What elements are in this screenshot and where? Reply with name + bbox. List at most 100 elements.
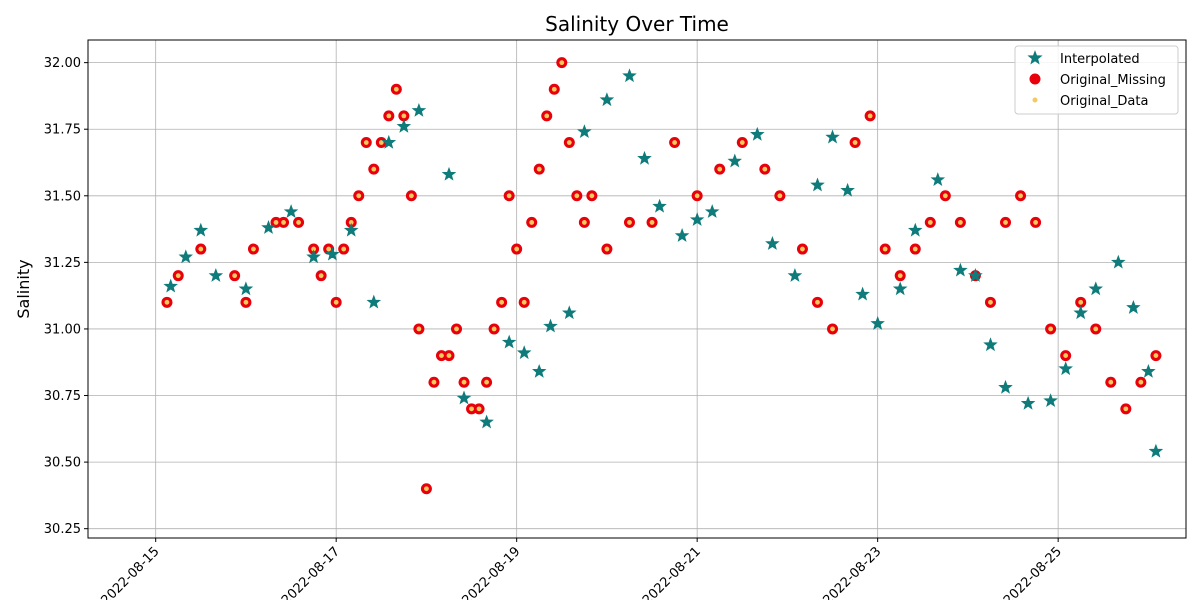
- original-data-point: [514, 246, 520, 252]
- interpolated-point: [840, 182, 855, 197]
- interpolated-point: [343, 222, 359, 237]
- original-data-point: [649, 220, 655, 225]
- y-tick-label: 31.75: [44, 123, 81, 138]
- interpolated-point: [1088, 281, 1104, 296]
- original-data-point: [363, 140, 369, 145]
- original-data-point: [251, 246, 256, 252]
- original-data-point: [506, 193, 512, 199]
- original-data-point: [232, 273, 238, 279]
- original-data-point: [1108, 379, 1114, 385]
- original-data-point: [544, 113, 550, 119]
- original-data-point: [912, 246, 918, 252]
- original-data-point: [499, 299, 505, 305]
- y-tick-label: 31.00: [44, 322, 81, 337]
- original-data-point: [408, 193, 414, 199]
- plot-area: [88, 40, 1186, 538]
- original-data-point: [491, 326, 497, 332]
- original-data-point: [393, 86, 399, 92]
- original-data-point: [694, 193, 700, 199]
- original-data-point: [717, 166, 723, 172]
- chart-title: Salinity Over Time: [545, 12, 729, 36]
- interpolated-point: [1126, 299, 1141, 314]
- y-tick-label: 30.25: [44, 522, 81, 537]
- interpolated-point: [870, 315, 885, 330]
- original-data-point: [386, 113, 392, 119]
- original-data-point: [762, 166, 768, 172]
- interpolated-point: [396, 118, 412, 133]
- interpolated-point: [193, 222, 209, 237]
- original-data-point: [333, 299, 339, 305]
- original-data-point: [672, 140, 678, 145]
- original-data-point: [446, 353, 452, 358]
- y-tick-label: 31.25: [44, 256, 81, 271]
- original-data-point: [341, 246, 347, 252]
- original-data-point: [198, 246, 204, 252]
- original-data-point: [867, 113, 873, 119]
- original-data-point: [469, 406, 474, 412]
- original-data-point: [521, 299, 527, 305]
- original-data-point: [348, 220, 354, 225]
- original-data-point: [454, 326, 459, 332]
- original-data-point: [777, 193, 783, 199]
- interpolated-point: [1073, 305, 1089, 320]
- y-tick-label: 32.00: [44, 56, 81, 71]
- interpolated-point: [750, 126, 765, 141]
- interpolated-point: [1058, 361, 1074, 376]
- original-data-point: [589, 193, 595, 199]
- original-data-point: [378, 140, 384, 145]
- original-data-point: [1018, 193, 1023, 199]
- original-data-point: [536, 166, 542, 172]
- y-tick-label: 30.50: [44, 456, 81, 471]
- original-data-point: [882, 246, 888, 252]
- interpolated-point: [411, 102, 427, 117]
- original-data-point: [551, 86, 557, 92]
- original-data-point: [1048, 326, 1054, 332]
- interpolated-point: [825, 129, 840, 144]
- original-data-series: [164, 60, 1159, 492]
- grid: [88, 40, 1186, 538]
- original-data-point: [1138, 379, 1144, 385]
- legend-dot-icon: [1032, 97, 1038, 103]
- interpolated-point: [532, 363, 547, 378]
- legend-box: [1014, 45, 1179, 115]
- original-data-point: [574, 193, 580, 199]
- original-data-point: [800, 246, 805, 252]
- original-data-point: [318, 273, 324, 279]
- original-data-point: [281, 220, 286, 225]
- interpolated-point: [968, 268, 983, 282]
- interpolated-point: [1110, 254, 1126, 269]
- legend-label-original-data: Original_Data: [1060, 94, 1148, 109]
- original-data-point: [243, 299, 249, 305]
- interpolated-point: [998, 379, 1013, 394]
- interpolated-point: [727, 153, 742, 168]
- legend-circle-icon: [1029, 73, 1041, 85]
- interpolated-point: [674, 228, 690, 242]
- legend-label-original-missing: Original_Missing: [1060, 73, 1166, 88]
- interpolated-point: [283, 204, 299, 218]
- interpolated-point: [765, 236, 780, 250]
- original-data-point: [476, 406, 482, 412]
- original-data-point: [416, 326, 422, 332]
- original-data-point: [1033, 220, 1038, 225]
- y-axis-label: Salinity: [14, 259, 33, 318]
- interpolated-point: [456, 390, 472, 405]
- interpolated-point: [238, 281, 254, 296]
- interpolated-point: [543, 318, 558, 333]
- original-data-point: [401, 113, 407, 119]
- original-data-point: [957, 220, 963, 225]
- original-data-point: [1063, 353, 1069, 358]
- original-data-point: [566, 140, 572, 145]
- original-data-point: [988, 299, 993, 305]
- y-tick-label: 31.50: [44, 189, 81, 204]
- y-tick-label: 30.75: [44, 389, 81, 404]
- original-data-point: [897, 273, 903, 279]
- original-data-point: [273, 220, 279, 225]
- y-axis-ticks: 30.25 30.50 30.75 31.00 31.25 31.50 31.75 32.00: [44, 56, 88, 537]
- interpolated-point: [163, 278, 178, 293]
- interpolated-point: [325, 246, 340, 261]
- interpolated-point: [652, 198, 667, 213]
- interpolated-point: [381, 134, 397, 149]
- interpolated-point: [441, 166, 457, 181]
- interpolated-point: [637, 150, 652, 165]
